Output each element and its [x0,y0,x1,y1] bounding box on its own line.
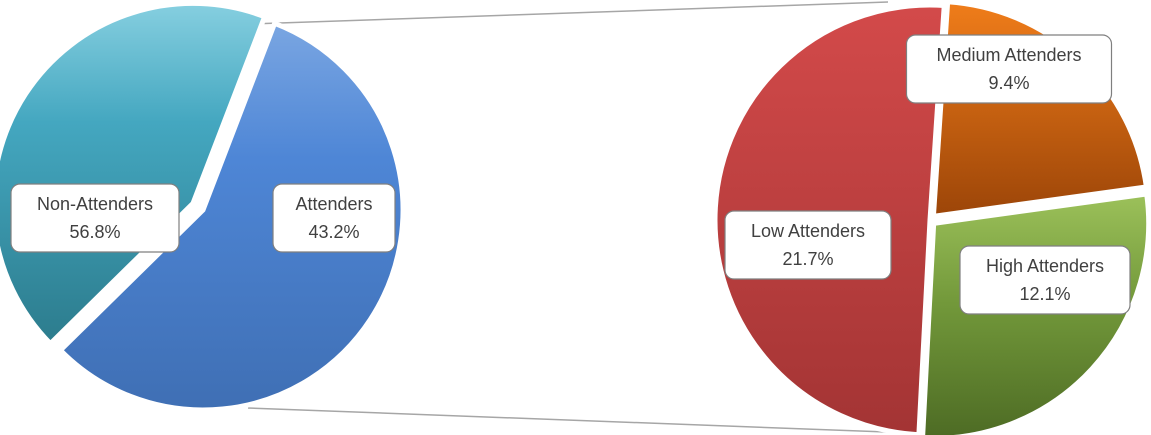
label-value-medium-attenders: 9.4% [988,73,1029,93]
label-non-attenders: Non-Attenders 56.8% [10,183,180,253]
label-name-attenders: Attenders [295,194,372,214]
connector-line-top [249,1,889,25]
label-low-attenders: Low Attenders 21.7% [724,210,892,280]
label-name-non-attenders: Non-Attenders [37,194,153,214]
label-value-high-attenders: 12.1% [1019,284,1070,304]
slice-non-attenders [56,20,406,413]
slice-medium-attenders [930,0,1150,220]
label-medium-attenders: Medium Attenders 9.4% [905,34,1113,104]
connector-line-bottom [247,407,967,435]
label-name-high-attenders: High Attenders [986,256,1104,276]
label-value-non-attenders: 56.8% [69,222,120,242]
label-name-medium-attenders: Medium Attenders [936,45,1081,65]
label-box-medium-attenders [905,34,1113,104]
label-value-low-attenders: 21.7% [782,249,833,269]
label-high-attenders: High Attenders 12.1% [959,245,1131,315]
label-box-attenders [272,183,396,253]
label-attenders: Attenders 43.2% [272,183,396,253]
label-box-high-attenders [959,245,1131,315]
label-value-attenders: 43.2% [308,222,359,242]
label-name-low-attenders: Low Attenders [751,221,865,241]
label-box-low-attenders [724,210,892,280]
slice-attenders [0,0,268,348]
label-box-non-attenders [10,183,180,253]
